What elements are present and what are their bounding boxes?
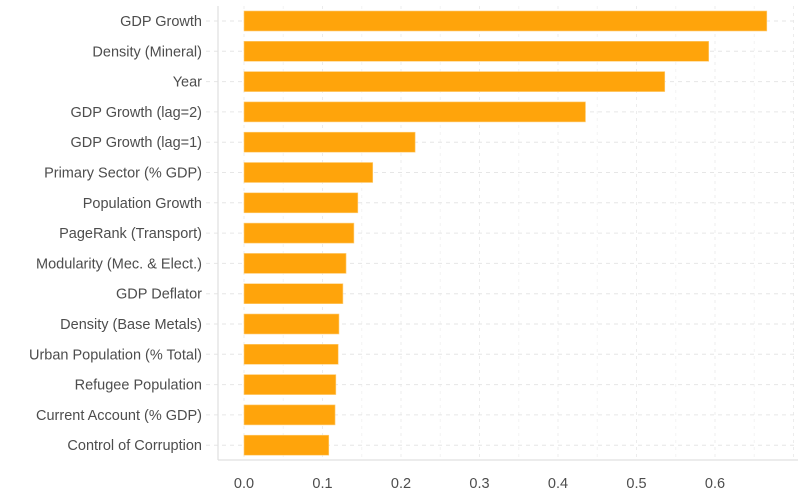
bar xyxy=(243,10,768,32)
bar xyxy=(243,434,330,456)
bar xyxy=(243,283,344,305)
y-tick-label: GDP Growth (lag=2) xyxy=(71,105,203,121)
bar xyxy=(243,40,710,62)
bars xyxy=(243,10,768,456)
y-tick-label: GDP Deflator xyxy=(116,287,202,303)
bar xyxy=(243,101,586,123)
x-tick-label: 0.5 xyxy=(626,476,646,492)
y-tick-label: Current Account (% GDP) xyxy=(36,408,202,424)
bar xyxy=(243,162,374,183)
y-tick-label: Year xyxy=(173,75,202,91)
y-tick-label: GDP Growth (lag=1) xyxy=(71,135,203,151)
y-tick-label: PageRank (Transport) xyxy=(59,226,202,242)
bar xyxy=(243,71,666,92)
y-tick-label: Control of Corruption xyxy=(67,438,202,454)
bar xyxy=(243,131,416,153)
y-tick-label: Urban Population (% Total) xyxy=(29,347,202,363)
bar xyxy=(243,192,359,214)
x-tick-label: 0.1 xyxy=(312,476,332,492)
bar xyxy=(243,253,347,274)
x-tick-label: 0.3 xyxy=(469,476,489,492)
x-tick-label: 0.0 xyxy=(234,476,254,492)
y-tick-label: Refugee Population xyxy=(75,378,202,394)
y-axis-labels: GDP Growth Density (Mineral) Year GDP Growt… xyxy=(29,14,202,454)
axes xyxy=(217,6,798,461)
bar xyxy=(243,222,355,244)
y-tick-label: Population Growth xyxy=(83,196,202,212)
bar xyxy=(243,343,339,365)
bar xyxy=(243,404,336,426)
y-tick-label: Primary Sector (% GDP) xyxy=(44,166,202,182)
y-tick-label: GDP Growth xyxy=(120,14,202,30)
x-tick-label: 0.2 xyxy=(391,476,411,492)
x-tick-label: 0.4 xyxy=(548,476,568,492)
y-tick-label: Density (Base Metals) xyxy=(60,317,202,333)
y-tick-label: Density (Mineral) xyxy=(92,44,202,60)
x-tick-label: 0.6 xyxy=(705,476,725,492)
x-axis-ticks: 0.0 0.1 0.2 0.3 0.4 0.5 0.6 xyxy=(234,476,725,492)
bar xyxy=(243,313,340,335)
bar xyxy=(243,374,337,395)
y-tick-label: Modularity (Mec. & Elect.) xyxy=(36,256,202,272)
